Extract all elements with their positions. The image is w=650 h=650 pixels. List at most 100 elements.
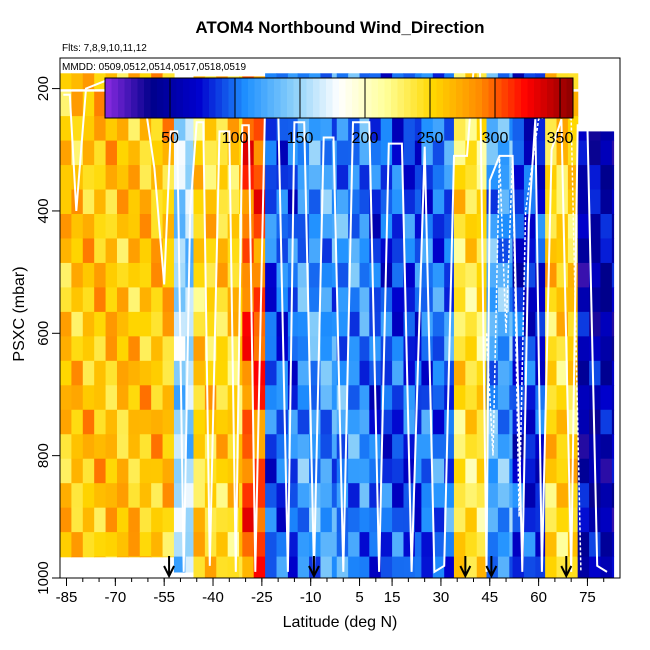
heatmap-cell — [497, 409, 510, 435]
colorbar-swatch — [417, 78, 424, 118]
heatmap-cell — [287, 311, 299, 337]
heatmap-cell — [128, 409, 141, 435]
heatmap-cell — [421, 311, 434, 337]
colorbar-swatch — [358, 78, 366, 118]
heatmap-cell — [611, 556, 615, 578]
heatmap-cell — [276, 532, 289, 558]
heatmap-cell — [348, 360, 361, 386]
heatmap-cell — [392, 458, 405, 484]
heatmap-cell — [600, 360, 613, 386]
colorbar-swatch — [287, 78, 294, 118]
heatmap-cell — [369, 336, 382, 362]
heatmap-cell — [348, 409, 361, 435]
heatmap-cell — [94, 458, 107, 484]
heatmap-cell — [486, 483, 499, 509]
heatmap-cell — [465, 238, 478, 264]
heatmap-cell — [359, 458, 370, 484]
heatmap-cell — [380, 311, 393, 337]
heatmap-cell — [297, 556, 310, 578]
heatmap-cell — [204, 262, 217, 289]
heatmap-cell — [380, 483, 393, 509]
heatmap-cell — [320, 214, 333, 240]
heatmap-cell — [380, 556, 393, 578]
heatmap-cell — [392, 116, 405, 142]
heatmap-cell — [567, 556, 579, 578]
heatmap-cell — [509, 434, 514, 460]
heatmap-cell — [94, 73, 107, 90]
heatmap-cell — [486, 507, 499, 533]
heatmap-cell — [193, 532, 206, 558]
heatmap-cell — [611, 140, 615, 166]
colorbar-swatch — [105, 78, 112, 118]
heatmap-cell — [497, 532, 510, 558]
heatmap-cell — [105, 483, 118, 509]
heatmap-cell — [193, 507, 206, 533]
heatmap-cell — [476, 116, 488, 142]
heatmap-cell — [331, 287, 338, 313]
heatmap-cell — [309, 189, 322, 215]
colorbar-swatch — [131, 78, 138, 118]
colorbar-swatch — [410, 78, 418, 118]
heatmap-cell — [139, 409, 152, 435]
heatmap-cell — [173, 434, 186, 460]
heatmap-cell — [589, 336, 602, 362]
heatmap-cell — [71, 116, 84, 142]
heatmap-cell — [216, 238, 229, 264]
heatmap-cell — [71, 483, 84, 509]
heatmap-cell — [369, 311, 382, 337]
heatmap-cell — [173, 458, 186, 484]
heatmap-cell — [567, 214, 579, 240]
heatmap-cell — [82, 385, 95, 411]
heatmap-cell — [253, 214, 266, 240]
heatmap-cell — [453, 189, 466, 215]
heatmap-cell — [476, 409, 488, 435]
colorbar-swatch — [209, 78, 216, 118]
heatmap-cell — [380, 409, 393, 435]
heatmap-cell — [380, 507, 393, 533]
heatmap-cell — [535, 116, 546, 142]
heatmap-cell — [336, 140, 349, 166]
heatmap-cell — [476, 311, 488, 337]
heatmap-cell — [297, 532, 310, 558]
heatmap-cell — [105, 165, 118, 191]
heatmap-cell — [453, 507, 466, 533]
heatmap-cell — [392, 507, 405, 533]
heatmap-cell — [193, 458, 206, 484]
x-tick-label: -55 — [153, 589, 175, 606]
colorbar-swatch — [235, 78, 242, 118]
heatmap-cell — [128, 214, 141, 240]
heatmap-cell — [535, 140, 546, 166]
heatmap-cell — [151, 116, 164, 142]
heatmap-cell — [139, 507, 152, 533]
heatmap-cell — [414, 483, 422, 509]
heatmap-cell — [94, 434, 107, 460]
heatmap-cell — [239, 360, 243, 386]
heatmap-cell — [611, 532, 615, 558]
heatmap-cell — [242, 262, 255, 289]
heatmap-cell — [331, 311, 338, 337]
heatmap-cell — [105, 262, 118, 289]
heatmap-cell — [105, 360, 118, 386]
heatmap-cell — [331, 434, 338, 460]
heatmap-cell — [545, 262, 558, 289]
heatmap-cell — [94, 556, 107, 558]
heatmap-cell — [204, 434, 217, 460]
heatmap-cell — [432, 532, 445, 558]
heatmap-cell — [535, 336, 546, 362]
heatmap-cell — [105, 507, 118, 533]
heatmap-cell — [535, 165, 546, 191]
heatmap-cell — [239, 556, 243, 578]
heatmap-cell — [414, 409, 422, 435]
plot-frame — [59, 57, 621, 579]
heatmap-cell — [600, 434, 613, 460]
chart-title: ATOM4 Northbound Wind_Direction — [195, 18, 485, 37]
heatmap-cell — [193, 189, 206, 215]
heatmap-cell — [331, 262, 338, 289]
heatmap-cell — [151, 507, 164, 533]
heatmap-cell — [193, 434, 206, 460]
heatmap-cell — [204, 238, 217, 264]
heatmap-cell — [444, 483, 455, 509]
heatmap-cell — [444, 556, 455, 578]
heatmap-cell — [465, 336, 478, 362]
heatmap-cell — [432, 214, 445, 240]
